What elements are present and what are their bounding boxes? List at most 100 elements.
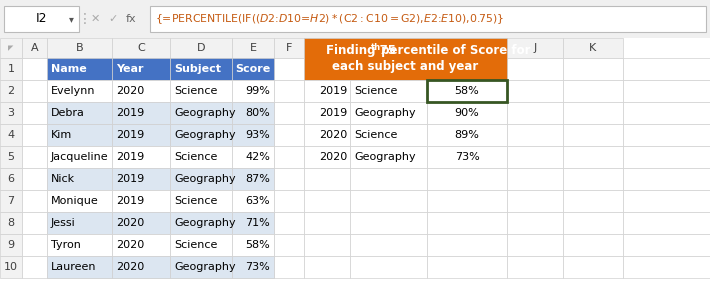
Bar <box>150 6 706 32</box>
Bar <box>170 212 232 234</box>
Bar <box>427 80 507 102</box>
Bar <box>170 102 232 124</box>
Bar <box>170 168 232 190</box>
Bar <box>232 190 274 212</box>
Bar <box>232 124 274 146</box>
Text: F: F <box>286 43 293 53</box>
Bar <box>22 190 47 212</box>
Text: Laureen: Laureen <box>51 262 97 272</box>
Bar <box>0 168 22 190</box>
Bar <box>0 38 710 293</box>
Bar <box>350 102 427 124</box>
Bar <box>0 80 22 102</box>
Text: Finding 75: Finding 75 <box>326 44 395 57</box>
Text: each subject and year: each subject and year <box>332 60 479 73</box>
Bar <box>47 190 112 212</box>
Bar <box>112 190 170 212</box>
Bar <box>0 0 710 38</box>
Bar <box>507 190 563 212</box>
Bar <box>112 234 170 256</box>
Bar <box>232 80 274 102</box>
Text: Science: Science <box>174 152 217 162</box>
Bar <box>274 212 304 234</box>
Bar <box>563 256 623 278</box>
Bar <box>427 38 507 58</box>
Bar <box>47 256 112 278</box>
Bar <box>304 168 350 190</box>
Bar <box>350 212 427 234</box>
Bar <box>427 102 507 124</box>
Bar <box>507 38 563 58</box>
Bar <box>232 256 274 278</box>
Text: Debra: Debra <box>51 108 85 118</box>
Bar <box>304 190 350 212</box>
Bar <box>0 146 22 168</box>
Bar <box>47 80 112 102</box>
Text: G: G <box>322 43 332 53</box>
Text: ✓: ✓ <box>109 14 118 24</box>
Bar <box>350 124 427 146</box>
Text: Science: Science <box>174 240 217 250</box>
Text: 58%: 58% <box>454 86 479 96</box>
Bar <box>350 146 427 168</box>
Bar <box>112 38 170 58</box>
Text: ⋮: ⋮ <box>78 12 92 26</box>
Bar <box>427 80 507 102</box>
Bar <box>22 38 47 58</box>
Bar <box>112 80 170 102</box>
Bar <box>274 102 304 124</box>
Bar <box>274 124 304 146</box>
Text: 87%: 87% <box>245 174 270 184</box>
Bar <box>427 168 507 190</box>
Text: 71%: 71% <box>245 218 270 228</box>
Bar <box>563 124 623 146</box>
Bar <box>170 124 232 146</box>
Bar <box>623 168 710 190</box>
Bar <box>112 146 170 168</box>
Bar <box>112 102 170 124</box>
Text: 2019: 2019 <box>116 108 144 118</box>
Bar <box>170 146 232 168</box>
Text: ▾: ▾ <box>69 14 73 24</box>
Bar <box>304 212 350 234</box>
Bar <box>47 168 112 190</box>
Bar <box>623 256 710 278</box>
Bar <box>170 190 232 212</box>
Bar <box>232 102 274 124</box>
Bar <box>112 234 170 256</box>
Bar <box>170 234 232 256</box>
Text: 8: 8 <box>7 218 15 228</box>
Text: 4: 4 <box>7 130 15 140</box>
Bar <box>563 80 623 102</box>
Text: fx: fx <box>126 14 136 24</box>
Bar <box>170 102 232 124</box>
Text: Geography: Geography <box>174 130 236 140</box>
Bar <box>47 124 112 146</box>
Bar <box>232 146 274 168</box>
Text: {=PERCENTILE(IF(($D$2:$D$10=$H2)*($C$2:$C$10=$G2),$E$2:$E$10),0.75)}: {=PERCENTILE(IF(($D$2:$D$10=$H2)*($C$2:$… <box>155 12 504 26</box>
Bar <box>304 102 350 124</box>
Text: 2019: 2019 <box>116 174 144 184</box>
Bar <box>563 212 623 234</box>
Bar <box>0 124 22 146</box>
Text: Monique: Monique <box>51 196 99 206</box>
Text: Subject: Subject <box>174 64 221 74</box>
Bar <box>304 102 350 124</box>
Text: 6: 6 <box>8 174 14 184</box>
Bar <box>274 190 304 212</box>
Text: Nick: Nick <box>51 174 75 184</box>
Bar <box>623 212 710 234</box>
Bar <box>507 80 563 102</box>
Text: Geography: Geography <box>354 108 415 118</box>
Text: 73%: 73% <box>245 262 270 272</box>
Bar <box>350 124 427 146</box>
Bar <box>350 80 427 102</box>
Text: 80%: 80% <box>245 108 270 118</box>
Bar <box>4 6 79 32</box>
Text: th: th <box>371 43 381 52</box>
Bar <box>350 80 427 102</box>
Bar <box>350 58 427 80</box>
Bar <box>112 256 170 278</box>
Bar <box>232 168 274 190</box>
Bar <box>232 256 274 278</box>
